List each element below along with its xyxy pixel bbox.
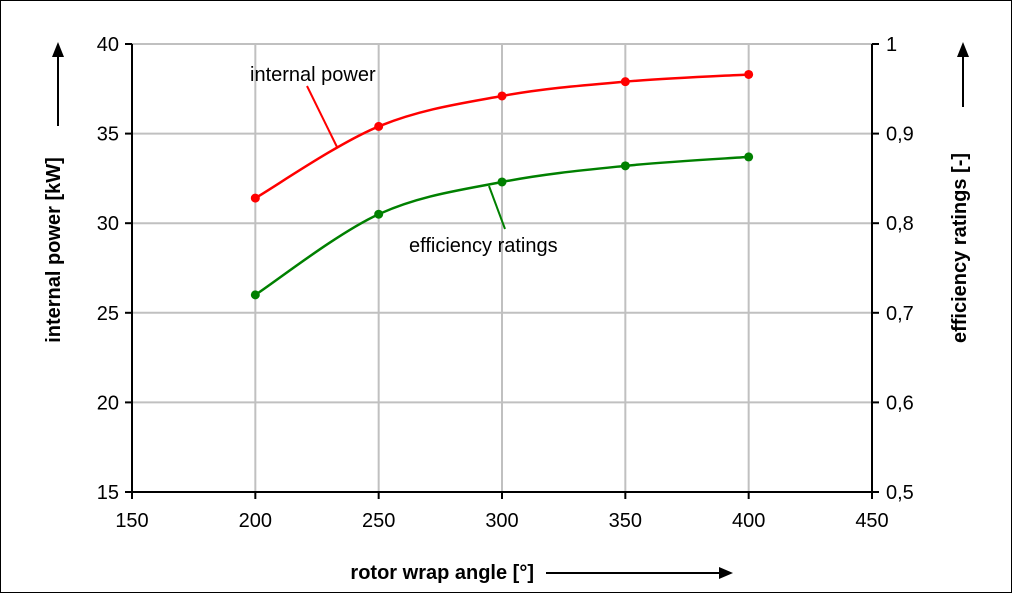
y-tick-label-left: 35	[97, 124, 119, 146]
series-layer	[250, 69, 754, 300]
labels: 150 200 250 300 350 400 450 15 0,5 20 0,6 25 0,7 30 0,…	[43, 34, 971, 584]
y-tick-label-right: 0,9	[886, 124, 914, 146]
y-tick-label-right: 0,5	[886, 482, 914, 504]
annotation-leader	[488, 185, 506, 230]
x-tick-label: 350	[609, 510, 642, 532]
series-annotation: internal power	[250, 64, 376, 86]
x-tick-label: 250	[362, 510, 395, 532]
y-axis-arrow-head-left	[52, 42, 64, 57]
y-tick-label-left: 20	[97, 392, 119, 414]
y-axis-arrow-head-right	[957, 42, 969, 57]
data-point	[620, 77, 630, 87]
data-point	[497, 177, 507, 187]
y-tick-label-left: 15	[97, 482, 119, 504]
x-axis-arrow-head	[719, 567, 733, 579]
y-tick-label-left: 30	[97, 213, 119, 235]
data-point	[374, 121, 384, 131]
x-tick-label: 150	[115, 510, 148, 532]
y-tick-label-left: 25	[97, 303, 119, 325]
data-point	[744, 152, 754, 162]
y-axis-title-left: internal power [kW]	[43, 157, 65, 343]
series-annotation: efficiency ratings	[409, 235, 558, 257]
y-tick-label-right: 0,8	[886, 213, 914, 235]
x-tick-label: 200	[239, 510, 272, 532]
y-tick-label-left: 40	[97, 34, 119, 56]
axes	[125, 43, 879, 499]
y-axis-title-right: efficiency ratings [-]	[949, 153, 971, 343]
data-point	[374, 209, 384, 219]
data-point	[620, 161, 630, 171]
x-tick-label: 450	[855, 510, 888, 532]
grid	[132, 43, 872, 492]
annotation-leader	[306, 85, 338, 148]
y-tick-label-right: 1	[886, 34, 897, 56]
data-point	[744, 69, 754, 79]
x-tick-label: 400	[732, 510, 765, 532]
data-point	[497, 91, 507, 101]
y-tick-label-right: 0,7	[886, 303, 914, 325]
y-tick-label-right: 0,6	[886, 392, 914, 414]
data-point	[250, 290, 260, 300]
data-point	[250, 193, 260, 203]
x-axis-title: rotor wrap angle [°]	[350, 562, 534, 584]
x-tick-label: 300	[485, 510, 518, 532]
